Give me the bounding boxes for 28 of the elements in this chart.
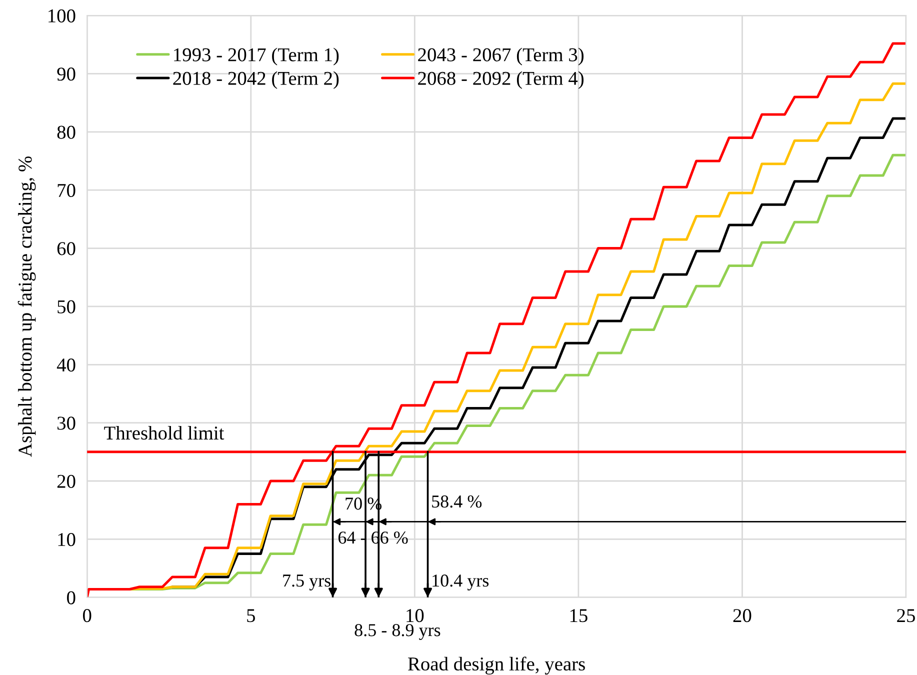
y-tick-label: 80: [57, 126, 76, 139]
y-tick-label: 10: [58, 533, 76, 546]
y-tick-label: 90: [57, 68, 76, 81]
x-tick-label: 10: [406, 609, 424, 622]
annotation: 58.4 %: [432, 495, 482, 508]
text: 8.5 - 8.9 yrs: [354, 624, 440, 640]
y-tick-label: 70: [58, 184, 76, 198]
ref-line-label: Threshold limit: [104, 426, 224, 440]
y-tick-label: 100: [48, 9, 76, 22]
y-tick-label: 20: [57, 474, 76, 488]
x-tick-label: 20: [733, 609, 752, 622]
legend-label: 1993 - 2017 (Term 1): [174, 48, 339, 66]
y-tick-label: 30: [57, 416, 76, 430]
x-tick-label: 5: [247, 609, 255, 622]
x-tick-label: 15: [570, 609, 588, 622]
x-axis-title: Road design life, years: [408, 656, 585, 675]
x-tick-label: 0: [82, 609, 92, 622]
legend-label: 2068 - 2092 (Term 4): [418, 71, 584, 89]
annotation: 10.4 yrs: [432, 574, 489, 590]
legend-label: 2018 - 2042 (Term 2): [173, 71, 339, 89]
y-axis-title: Asphalt bottom up fatigue cracking, %: [18, 156, 36, 457]
y-tick-label: 60: [57, 242, 76, 256]
y-tick-label: 40: [56, 358, 76, 372]
y-tick-label: 0: [67, 591, 76, 604]
legend-label: 2043 - 2067 (Term 3): [418, 48, 584, 66]
y-tick-label: 50: [58, 300, 76, 314]
annotation: 7.5 yrs: [283, 574, 330, 590]
x-tick-label: 25: [897, 609, 915, 622]
